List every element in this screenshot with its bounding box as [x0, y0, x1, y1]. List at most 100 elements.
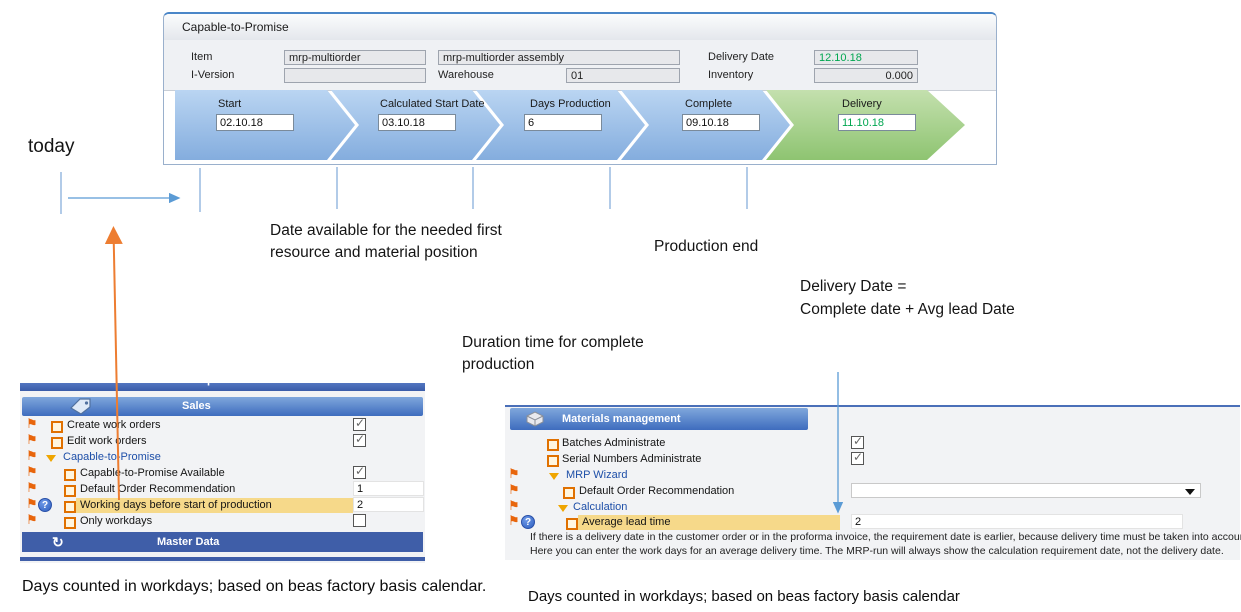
delivery-date-field: 12.10.18: [814, 50, 918, 65]
clipped-header-label: Business partner: [155, 383, 245, 386]
window-field-area: Item mrp-multiorder mrp-multiorder assem…: [164, 40, 996, 91]
flow-step-label: Complete: [685, 98, 733, 110]
expander-triangle-icon[interactable]: [549, 473, 559, 480]
setting-checkbox[interactable]: [353, 464, 366, 479]
window-title: Capable-to-Promise: [182, 20, 289, 34]
settings-row[interactable]: Capable-to-Promise: [20, 450, 425, 466]
flow-step-date-input[interactable]: 6: [524, 114, 602, 131]
setting-label: Default Order Recommendation: [80, 483, 236, 495]
setting-label: Serial Numbers Administrate: [562, 453, 702, 465]
setting-label: Capable-to-Promise Available: [80, 467, 225, 479]
chevron-down-icon: [1185, 489, 1195, 495]
setting-value-input[interactable]: 2: [851, 514, 1183, 529]
settings-row[interactable]: Working days before start of production 2: [20, 497, 425, 514]
section-header-master-data[interactable]: Master Data: [22, 532, 423, 552]
inventory-label: Inventory: [708, 69, 754, 81]
flag-icon: [26, 465, 38, 479]
item-square-icon: [51, 437, 63, 449]
setting-checkbox[interactable]: [353, 514, 366, 527]
setting-checkbox[interactable]: [851, 434, 864, 449]
item-label: Item: [191, 51, 213, 63]
date-available-annotation: Date available for the needed first reso…: [270, 222, 502, 261]
package-box-icon: [525, 411, 545, 432]
clipped-next-section-sliver: [20, 557, 425, 561]
section-header-materials[interactable]: Materials management: [510, 408, 808, 430]
tree-node-link[interactable]: Calculation: [573, 501, 628, 513]
item-square-icon: [51, 421, 63, 433]
warehouse-field: 01: [566, 68, 680, 83]
sales-settings-panel: Business partner Sales Create work order…: [20, 383, 425, 563]
help-icon[interactable]: [38, 498, 52, 512]
flow-step-label: Days Production: [530, 98, 611, 110]
item-square-icon: [566, 518, 578, 530]
flow-step-date-input[interactable]: 03.10.18: [378, 114, 456, 131]
expander-triangle-icon[interactable]: [46, 455, 56, 462]
tree-node-link[interactable]: Capable-to-Promise: [63, 451, 161, 463]
settings-row[interactable]: Capable-to-Promise Available: [20, 464, 425, 482]
help-text-line1: If there is a delivery date in the custo…: [530, 531, 1241, 543]
settings-row[interactable]: Average lead time 2: [505, 514, 1240, 531]
panel-top-line: [505, 405, 1240, 407]
materials-header-label: Materials management: [562, 413, 681, 425]
inventory-field: 0.000: [814, 68, 918, 83]
flag-icon: [508, 483, 520, 497]
row-highlight: [578, 515, 840, 530]
row-highlight: [76, 498, 353, 513]
iversion-label: I-Version: [191, 69, 235, 81]
settings-row[interactable]: Only workdays: [20, 514, 425, 530]
settings-row[interactable]: Edit work orders: [20, 432, 425, 450]
flow-step-date-input[interactable]: 09.10.18: [682, 114, 760, 131]
item-square-icon: [563, 487, 575, 499]
delivery-formula-line1: Delivery Date =: [800, 278, 907, 295]
flag-icon: [26, 433, 38, 447]
help-text-line2: Here you can enter the work days for an …: [530, 545, 1224, 557]
help-icon[interactable]: [521, 515, 535, 529]
master-data-header-label: Master Data: [157, 536, 220, 548]
settings-row[interactable]: Batches Administrate: [505, 434, 1240, 452]
warehouse-label: Warehouse: [438, 69, 494, 81]
item-square-icon: [64, 501, 76, 513]
settings-row[interactable]: Serial Numbers Administrate: [505, 450, 1240, 468]
flag-icon: [26, 513, 38, 527]
flag-icon: [26, 497, 38, 511]
flag-icon: [26, 481, 38, 495]
setting-label: Average lead time: [582, 516, 671, 528]
flag-icon: [26, 449, 38, 463]
today-annotation: today: [28, 136, 75, 157]
tree-node-link[interactable]: MRP Wizard: [566, 469, 628, 481]
flow-step-date-input[interactable]: 02.10.18: [216, 114, 294, 131]
setting-value-input[interactable]: 2: [353, 497, 424, 512]
section-header-sales[interactable]: Sales: [22, 397, 423, 416]
settings-row[interactable]: Calculation: [505, 500, 1240, 516]
duration-annotation: Duration time for complete production: [462, 334, 644, 373]
setting-label: Create work orders: [67, 419, 161, 431]
setting-label: Edit work orders: [67, 435, 147, 447]
setting-checkbox[interactable]: [851, 450, 864, 465]
caption-right: Days counted in workdays; based on beas …: [528, 588, 960, 605]
settings-row[interactable]: MRP Wizard: [505, 468, 1240, 484]
item-square-icon: [64, 517, 76, 529]
setting-dropdown[interactable]: [851, 483, 1201, 498]
setting-checkbox[interactable]: [353, 432, 366, 447]
setting-label: Working days before start of production: [80, 499, 272, 511]
flag-icon: [508, 467, 520, 481]
item-square-icon: [64, 469, 76, 481]
window-title-bar: Capable-to-Promise: [164, 14, 996, 41]
expander-triangle-icon[interactable]: [558, 505, 568, 512]
item-description-field: mrp-multiorder assembly: [438, 50, 680, 65]
settings-row[interactable]: Default Order Recommendation: [505, 483, 1240, 500]
flow-step-label: Delivery: [842, 98, 882, 110]
setting-value-input[interactable]: 1: [353, 481, 424, 496]
flag-icon: [508, 514, 520, 528]
setting-checkbox[interactable]: [353, 416, 366, 431]
flow-step-date-input[interactable]: 11.10.18: [838, 114, 916, 131]
materials-settings-panel: Materials management Batches Administrat…: [505, 405, 1241, 560]
flow-step-label: Start: [218, 98, 242, 110]
flow-tick-lines: [60, 167, 748, 214]
settings-row[interactable]: Default Order Recommendation 1: [20, 481, 425, 498]
setting-label: Only workdays: [80, 515, 153, 527]
flow-step-label: Calculated Start Date: [380, 98, 485, 110]
item-square-icon: [547, 455, 559, 467]
setting-label: Batches Administrate: [562, 437, 666, 449]
